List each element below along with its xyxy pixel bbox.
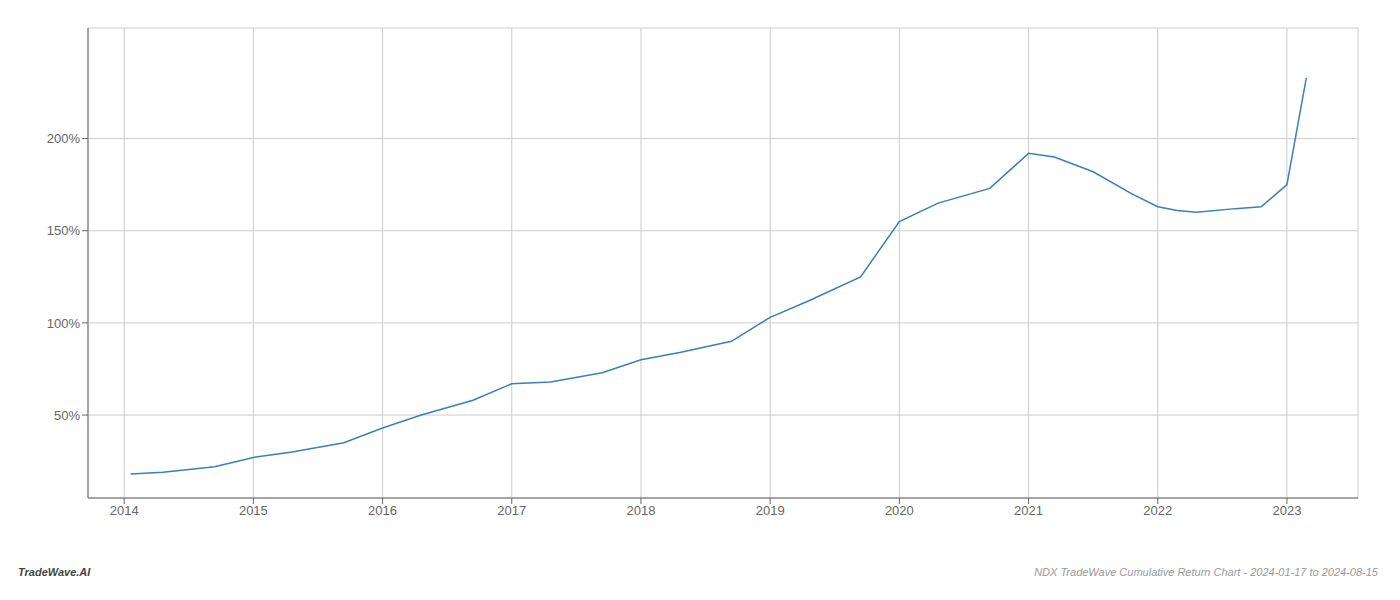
svg-text:2014: 2014 xyxy=(110,503,139,518)
svg-text:100%: 100% xyxy=(47,316,81,331)
svg-text:2022: 2022 xyxy=(1143,503,1172,518)
svg-text:2018: 2018 xyxy=(626,503,655,518)
svg-text:200%: 200% xyxy=(47,131,81,146)
svg-text:2021: 2021 xyxy=(1014,503,1043,518)
html-text:NDX TradeWave Cumulative Retur: NDX TradeWave Cumulative Return Chart - … xyxy=(1034,566,1378,578)
svg-text:50%: 50% xyxy=(54,408,80,423)
svg-text:2020: 2020 xyxy=(885,503,914,518)
svg-text:2016: 2016 xyxy=(368,503,397,518)
svg-text:2017: 2017 xyxy=(497,503,526,518)
svg-text:2023: 2023 xyxy=(1272,503,1301,518)
svg-text:2019: 2019 xyxy=(756,503,785,518)
html-text:TradeWave.AI: TradeWave.AI xyxy=(18,566,91,578)
svg-text:150%: 150% xyxy=(47,223,81,238)
svg-text:2015: 2015 xyxy=(239,503,268,518)
